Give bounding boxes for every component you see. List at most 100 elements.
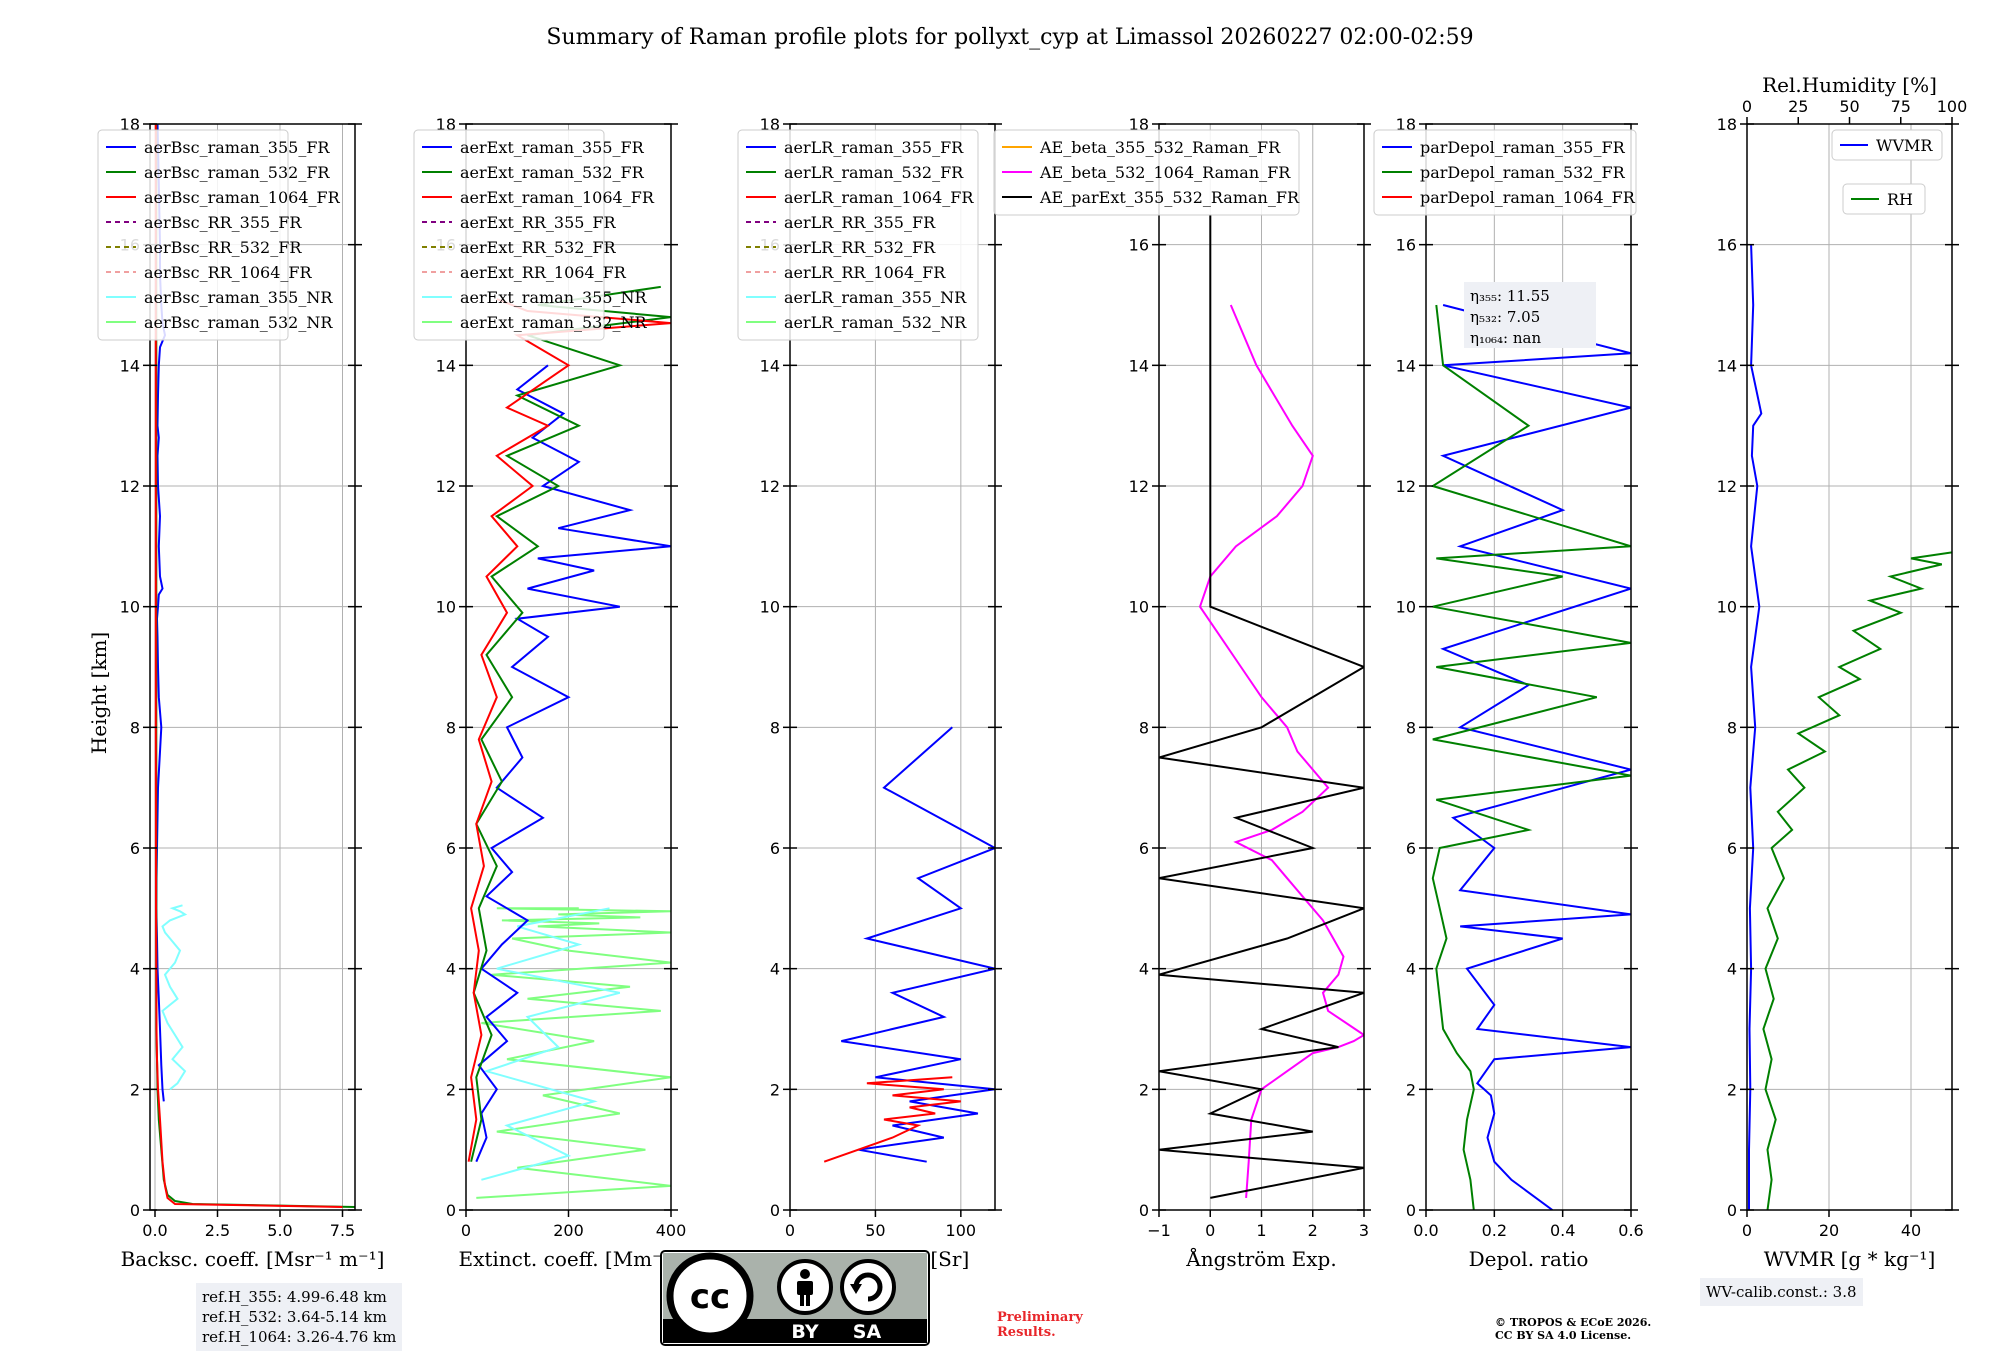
- y-tick-label: 18: [120, 115, 140, 134]
- legend-label: aerBsc_raman_1064_FR: [144, 188, 341, 207]
- by-label: BY: [791, 1321, 818, 1343]
- cc-logo-icon: [666, 1252, 754, 1340]
- panel-lidar_ratio: 024681012141618050100Lidar ratio [Sr]aer…: [737, 115, 1002, 1271]
- y-tick-label: 12: [120, 477, 140, 496]
- calibration-label: η₃₅₅: 11.55: [1470, 287, 1550, 305]
- series-aerExt_raman_355_NR: [481, 907, 621, 1181]
- cc-license-badge: cc BY SA: [660, 1250, 930, 1346]
- legend-label: aerExt_raman_1064_FR: [460, 188, 655, 207]
- y-tick-label: 14: [1129, 356, 1149, 375]
- x-tick-label: 0.2: [1482, 1221, 1507, 1240]
- preliminary-results-note: Preliminary Results.: [997, 1310, 1083, 1340]
- preliminary-line-1: Preliminary: [997, 1310, 1083, 1325]
- y-tick-label: 10: [436, 598, 456, 617]
- x-tick-label: 40: [1901, 1221, 1921, 1240]
- legend-label: aerBsc_RR_1064_FR: [144, 263, 313, 282]
- series-group: [467, 285, 671, 1199]
- series-aerExt_raman_1064_FR: [467, 298, 671, 1162]
- calibration-label: η₅₃₂: 7.05: [1470, 308, 1540, 326]
- x-tick-label: 50: [865, 1221, 885, 1240]
- axes-frame: [149, 123, 356, 1211]
- reference-heights-box: ref.H_355: 4.99-6.48 km ref.H_532: 3.64-…: [196, 1283, 403, 1351]
- legend-label: aerBsc_raman_532_FR: [144, 163, 330, 182]
- top-x-axis-label: Rel.Humidity [%]: [1762, 73, 1937, 97]
- series-parDepol_raman_532_FR: [1430, 304, 1631, 1210]
- series-aerExt_raman_532_FR: [470, 285, 671, 1162]
- x-tick-label: 0: [785, 1221, 795, 1240]
- axes-frame: [1425, 123, 1632, 1211]
- y-tick-label: 10: [1717, 598, 1737, 617]
- calibration-box: [1464, 282, 1596, 348]
- x-tick-label: 0: [1205, 1221, 1215, 1240]
- y-tick-label: 12: [760, 477, 780, 496]
- series-AE_parExt_355_532_Raman_FR: [1159, 214, 1364, 1199]
- legend-label: aerLR_raman_1064_FR: [784, 188, 974, 207]
- y-tick-label: 14: [120, 356, 140, 375]
- y-tick-label: 10: [760, 598, 780, 617]
- x-tick-label: 0: [1742, 1221, 1752, 1240]
- series-aerExt_raman_532_NR: [476, 907, 671, 1199]
- legend-box: [1831, 129, 1943, 161]
- legend-box: [413, 129, 605, 341]
- preliminary-line-2: Results.: [997, 1325, 1056, 1340]
- top-x-tick-label: 75: [1891, 97, 1911, 116]
- legend-label: aerLR_RR_355_FR: [784, 213, 936, 232]
- y-tick-label: 2: [770, 1080, 780, 1099]
- y-tick-label: 4: [130, 960, 140, 979]
- y-tick-label: 0: [1406, 1201, 1416, 1220]
- legend-label: aerLR_raman_532_NR: [784, 313, 967, 332]
- copyright-line-1: © TROPOS & ECoE 2026.: [1495, 1316, 1652, 1329]
- y-tick-label: 8: [770, 718, 780, 737]
- legend-label: aerBsc_raman_532_NR: [144, 313, 333, 332]
- legend-label: aerBsc_raman_355_FR: [144, 138, 330, 157]
- sa-label: SA: [853, 1321, 882, 1343]
- x-tick-label: 20: [1819, 1221, 1839, 1240]
- x-tick-label: 200: [553, 1221, 584, 1240]
- legend-label: aerBsc_raman_355_NR: [144, 288, 333, 307]
- x-tick-label: 5.0: [267, 1221, 292, 1240]
- series-aerExt_raman_355_FR: [475, 364, 671, 1163]
- y-tick-label: 6: [1139, 839, 1149, 858]
- y-tick-label: 0: [130, 1201, 140, 1220]
- x-tick-label: 400: [656, 1221, 687, 1240]
- legend-label: aerLR_raman_355_NR: [784, 288, 967, 307]
- legend-label: parDepol_raman_355_FR: [1420, 138, 1626, 157]
- y-tick-label: 8: [130, 718, 140, 737]
- y-tick-label: 14: [1396, 356, 1416, 375]
- y-axis-label: Height [km]: [87, 632, 111, 754]
- ref-height-532: ref.H_532: 3.64-5.14 km: [202, 1308, 387, 1326]
- series-aerBsc_raman_355_NR: [161, 904, 188, 1091]
- series-aerLR_raman_355_FR: [841, 726, 995, 1163]
- y-tick-label: 14: [1717, 356, 1737, 375]
- y-tick-label: 18: [1717, 115, 1737, 134]
- legend-label: parDepol_raman_532_FR: [1420, 163, 1626, 182]
- copyright-line-2: CC BY SA 4.0 License.: [1495, 1329, 1632, 1342]
- legend-label: aerExt_raman_355_FR: [460, 138, 645, 157]
- x-tick-label: 0: [461, 1221, 471, 1240]
- y-tick-label: 16: [1396, 236, 1416, 255]
- x-tick-label: 100: [946, 1221, 977, 1240]
- series-RH_percent: [1762, 551, 1952, 1210]
- ref-height-355: ref.H_355: 4.99-6.48 km: [202, 1288, 387, 1306]
- legend-label: aerLR_raman_355_FR: [784, 138, 964, 157]
- x-tick-label: 0.0: [142, 1221, 167, 1240]
- legend-label: aerExt_RR_532_FR: [460, 238, 617, 257]
- y-tick-label: 6: [1727, 839, 1737, 858]
- ref-height-1064: ref.H_1064: 3.26-4.76 km: [202, 1328, 397, 1346]
- legend-label: WVMR: [1876, 136, 1933, 155]
- panel-depolarization: 0 2 4 6 8 10 12 14 16 18 0.0 0.2 0.4 0.6 Depol. ratio p…: [1373, 115, 1644, 1271]
- x-axis-label: Backsc. coeff. [Msr⁻¹ m⁻¹]: [121, 1247, 385, 1271]
- legend-label: RH: [1887, 190, 1913, 209]
- y-tick-label: 2: [1139, 1080, 1149, 1099]
- legend-label: aerExt_raman_532_NR: [460, 313, 648, 332]
- x-axis-label: Ångström Exp.: [1185, 1246, 1336, 1271]
- panel-extinction: 0246810121416180200400Extinct. coeff. [M…: [413, 115, 687, 1271]
- x-tick-label: 7.5: [330, 1221, 355, 1240]
- top-x-tick-label: 100: [1937, 97, 1968, 116]
- legend-label: aerLR_RR_532_FR: [784, 238, 936, 257]
- legend-label: parDepol_raman_1064_FR: [1420, 188, 1636, 207]
- legend-label: AE_parExt_355_532_Raman_FR: [1039, 188, 1300, 207]
- y-tick-label: 2: [1727, 1080, 1737, 1099]
